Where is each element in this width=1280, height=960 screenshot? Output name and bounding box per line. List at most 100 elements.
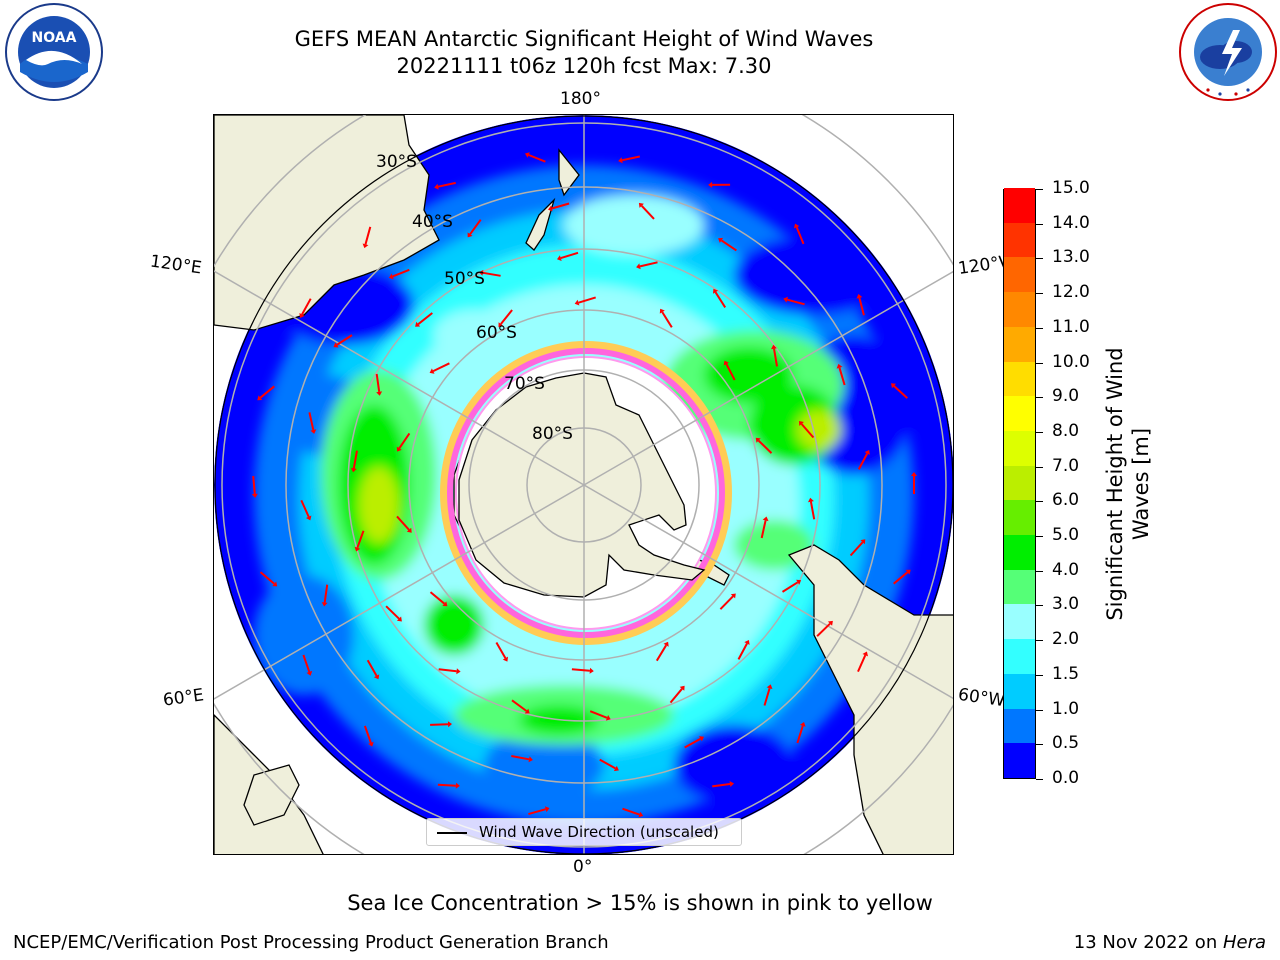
colorbar-tick	[1036, 674, 1043, 676]
wind-arrow-head	[860, 539, 866, 545]
legend-label: Wind Wave Direction (unscaled)	[479, 823, 719, 841]
wind-arrow-head	[447, 721, 452, 728]
colorbar-tick-label: 1.0	[1052, 698, 1080, 719]
colorbar-tick	[1036, 189, 1043, 190]
wind-arrow-head	[744, 640, 750, 645]
wind-arrow-head	[836, 363, 843, 369]
wind-arrow-shaft	[385, 605, 400, 620]
wind-arrow-shaft	[511, 699, 528, 712]
colorbar-segment	[1004, 430, 1035, 466]
lat-label-80s: 80°S	[532, 424, 573, 444]
colorbar-segment	[1004, 742, 1035, 778]
wind-arrow-head	[783, 296, 788, 303]
colorbar-segment	[1004, 291, 1035, 327]
wind-arrow-head	[862, 651, 868, 657]
colorbar-tick-label: 13.0	[1052, 247, 1090, 268]
wind-arrow-head	[723, 360, 729, 366]
wind-arrow-head	[679, 685, 685, 691]
wind-arrow-head	[638, 202, 644, 208]
wind-arrow-shaft	[773, 348, 778, 367]
wind-arrow-shaft	[432, 362, 450, 373]
wind-arrow-shaft	[737, 643, 748, 660]
wind-arrow-head	[557, 255, 562, 261]
colorbar-tick-label: 1.5	[1052, 663, 1080, 684]
wind-arrow-shaft	[857, 654, 867, 673]
wind-arrow-shaft	[838, 367, 846, 386]
wind-arrow-shaft	[849, 541, 864, 557]
noaa-logo: NOAA	[5, 3, 103, 101]
colorbar-segment	[1004, 534, 1035, 570]
wind-arrow-shaft	[300, 499, 310, 518]
colorbar-tick	[1036, 362, 1043, 364]
wind-arrow-shaft	[252, 475, 256, 495]
wind-arrow-head	[306, 670, 313, 676]
colorbar-tick-label: 15.0	[1052, 178, 1090, 198]
wind-arrow-head	[429, 368, 435, 374]
wind-arrow-head	[396, 446, 402, 452]
wind-arrow-head	[905, 569, 911, 575]
colorbar-tick-label: 8.0	[1052, 420, 1080, 441]
wind-arrow-head	[755, 437, 761, 443]
colorbar	[1003, 187, 1036, 779]
colorbar-segment	[1004, 569, 1035, 605]
colorbar-tick-label: 3.0	[1052, 594, 1080, 615]
colorbar-tick	[1036, 640, 1043, 642]
wind-arrow-shaft	[366, 659, 378, 677]
wind-arrow-head	[251, 493, 258, 498]
colorbar-tick	[1036, 709, 1043, 711]
colorbar-tick-label: 10.0	[1052, 351, 1090, 372]
wind-arrow-shaft	[308, 412, 315, 431]
wind-arrow-head	[272, 581, 278, 587]
wind-arrow-head	[762, 516, 769, 522]
wind-arrow-shaft	[589, 710, 608, 719]
wind-arrow-head	[699, 736, 704, 742]
wind-arrow-head	[708, 181, 713, 188]
wind-arrow-head	[799, 421, 804, 426]
chart-title: GEFS MEAN Antarctic Significant Height o…	[294, 27, 874, 51]
wind-arrow-shaft	[259, 571, 275, 585]
wind-arrow-head	[891, 383, 896, 389]
wind-arrow-shaft	[398, 432, 411, 449]
colorbar-tick	[1036, 397, 1043, 399]
colorbar-segment	[1004, 673, 1035, 709]
nws-logo	[1179, 3, 1277, 101]
colorbar-tick-label: 5.0	[1052, 525, 1080, 546]
wind-arrow-shaft	[757, 439, 773, 454]
wind-arrow-shaft	[655, 644, 667, 662]
lat-label-50s: 50°S	[444, 269, 485, 289]
wind-arrow-shaft	[893, 385, 908, 399]
wind-arrow-head	[638, 811, 644, 818]
colorbar-segment	[1004, 256, 1035, 293]
wind-arrow-shaft	[417, 312, 433, 325]
wind-arrow-head	[478, 269, 484, 276]
colorbar-tick	[1036, 536, 1043, 538]
wind-arrow-head	[388, 273, 394, 280]
lon-label-60e: 60°E	[161, 685, 206, 711]
wind-arrow-head	[663, 641, 669, 647]
wind-arrow-head	[362, 243, 369, 249]
wind-arrow-head	[310, 429, 317, 434]
wind-arrow-shaft	[621, 155, 641, 162]
colorbar-tick-label: 0.0	[1052, 768, 1080, 788]
chart-subtitle: 20221111 t06z 120h fcst Max: 7.30	[396, 54, 772, 78]
wind-arrow-head	[574, 299, 580, 306]
wind-arrow-head	[544, 806, 550, 813]
wind-arrow-head	[911, 472, 917, 476]
wind-arrow-head	[524, 708, 530, 714]
wind-arrow-shaft	[396, 515, 410, 531]
lon-label-120e: 120°E	[148, 251, 203, 279]
wind-arrow-head	[827, 620, 833, 626]
noaa-logo-text: NOAA	[32, 30, 77, 46]
wind-arrow-head	[299, 313, 305, 318]
colorbar-tick	[1036, 258, 1043, 260]
wind-arrow-shaft	[725, 363, 736, 381]
colorbar-tick-label: 7.0	[1052, 455, 1080, 476]
wind-arrow-head	[257, 395, 263, 401]
wind-arrow-head	[373, 674, 380, 680]
wind-arrow-head	[796, 579, 802, 585]
lon-label-180: 180°	[560, 89, 601, 109]
wind-arrow-head	[442, 601, 448, 607]
wind-arrow-head	[528, 756, 533, 763]
wind-arrow-head	[396, 616, 402, 622]
colorbar-tick	[1036, 327, 1043, 329]
